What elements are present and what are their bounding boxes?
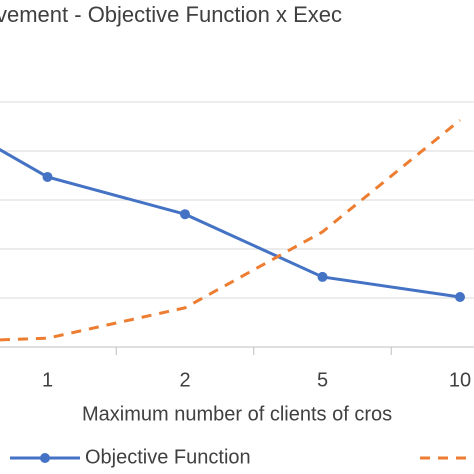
series-line — [0, 118, 461, 342]
x-tick-label: 5 — [317, 369, 328, 391]
legend-marker — [40, 453, 50, 463]
data-point — [180, 209, 190, 220]
x-tick-label: 2 — [179, 369, 190, 391]
x-tick-label: 1 — [42, 369, 53, 391]
data-point — [317, 271, 328, 282]
data-point — [42, 171, 53, 182]
data-point — [455, 292, 465, 303]
series-line — [0, 147, 461, 299]
chart-title: vement - Objective Function x Exec — [0, 2, 342, 27]
legend-label: Objective Function — [85, 446, 251, 468]
x-tick-label: 10 — [449, 369, 471, 391]
x-axis-title: Maximum number of clients of cros — [82, 403, 392, 425]
